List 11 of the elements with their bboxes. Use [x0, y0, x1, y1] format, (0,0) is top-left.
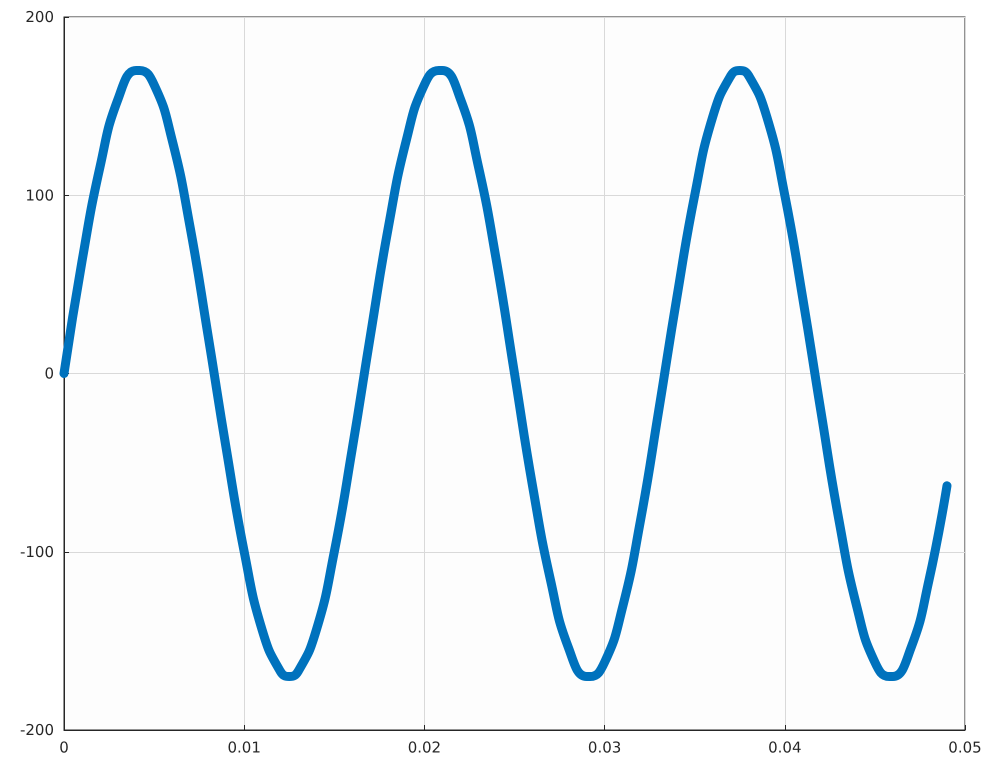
x-tick-label: 0.02 [408, 738, 442, 756]
x-tick-label: 0 [59, 738, 69, 756]
x-tick-label: 0.05 [948, 738, 982, 756]
x-tick-label: 0.01 [227, 738, 261, 756]
y-tick-label: 200 [25, 8, 54, 26]
y-tick-label: 0 [44, 364, 54, 382]
x-tick-label: 0.04 [768, 738, 802, 756]
y-tick-label: -200 [20, 721, 54, 739]
y-tick-label: 100 [25, 186, 54, 204]
x-tick-label: 0.03 [588, 738, 622, 756]
y-tick-label: -100 [20, 542, 54, 561]
